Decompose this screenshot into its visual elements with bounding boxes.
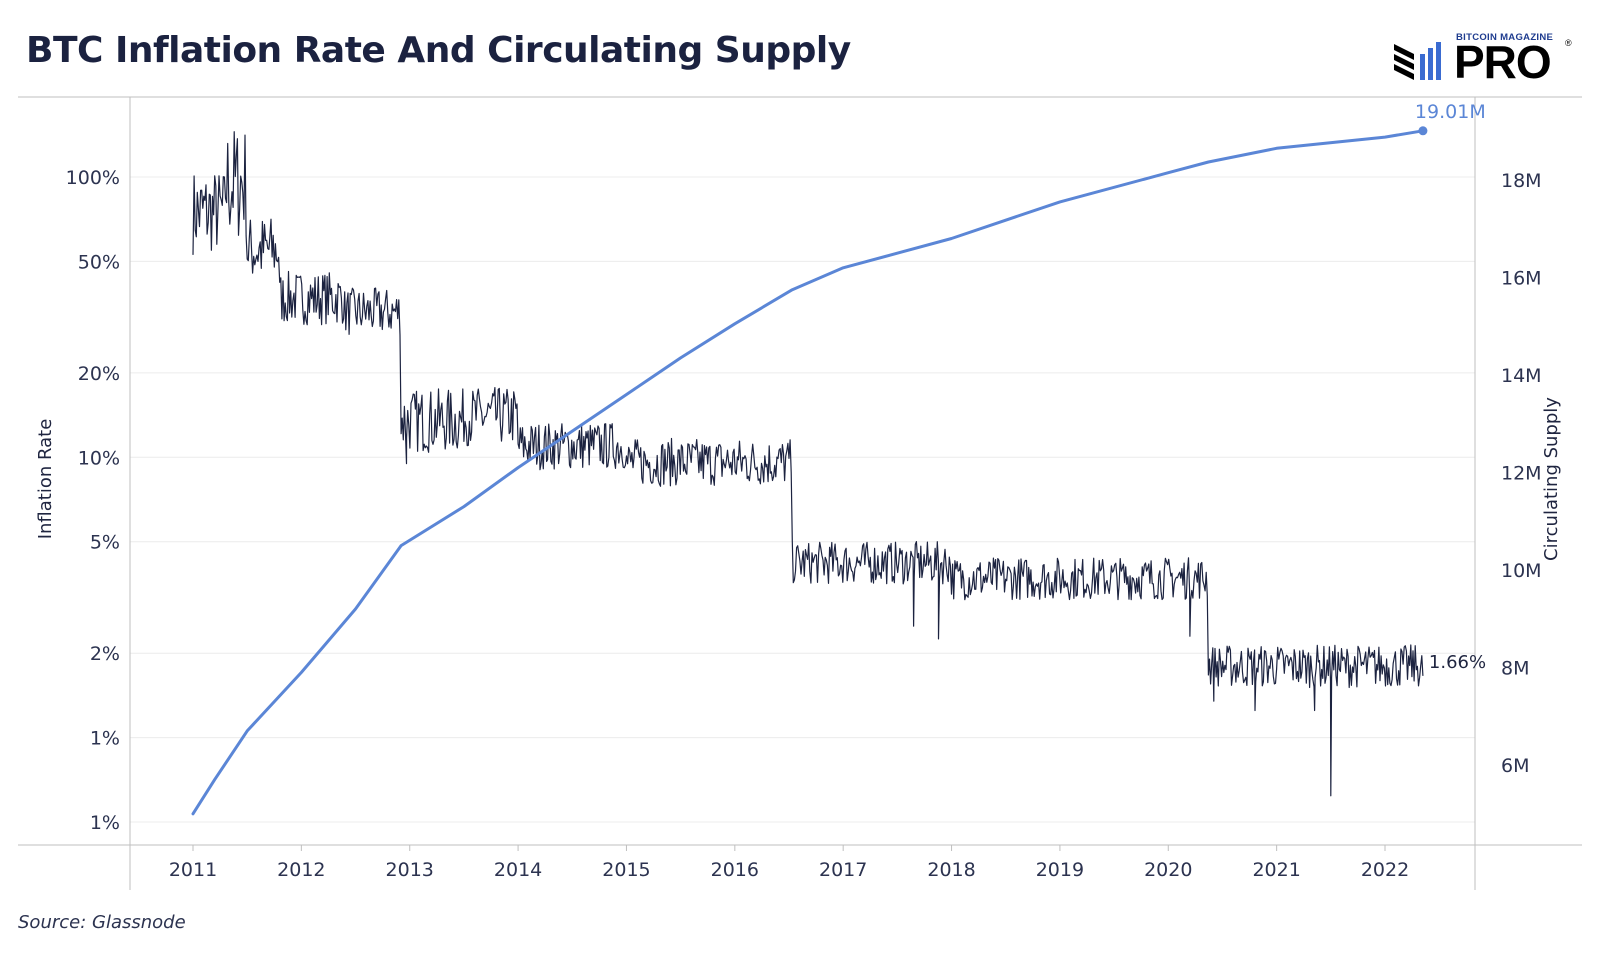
x-tick-label: 2013 (386, 859, 434, 881)
plot-frame (18, 96, 1582, 890)
right-tick-label: 10M (1501, 560, 1542, 582)
left-tick-label: 5% (90, 532, 120, 554)
grid-layer (130, 176, 1475, 823)
right-axis-ticks: 6M 8M 10M 12M 14M 16M 18M (1501, 170, 1542, 777)
x-tick-label: 2015 (602, 859, 650, 881)
x-tick-label: 2016 (711, 859, 759, 881)
x-tick-label: 2017 (819, 859, 867, 881)
circulating-supply-line (191, 129, 1425, 816)
logo-big-text: PRO (1454, 36, 1552, 88)
right-tick-label: 16M (1501, 268, 1542, 290)
left-tick-label: 20% (78, 363, 120, 385)
right-tick-label: 12M (1501, 463, 1542, 485)
logo-small-text: BITCOIN MAGAZINE (1456, 32, 1554, 43)
x-tick-label: 2014 (494, 859, 542, 881)
x-axis-ticks: 2011 2012 2013 2014 2015 2016 2017 2018 2019 2020… (169, 845, 1409, 881)
supply-end-point (1418, 126, 1428, 136)
left-tick-label: 2% (90, 643, 120, 665)
right-tick-label: 18M (1501, 170, 1542, 192)
bitcoin-magazine-pro-logo: BITCOIN MAGAZINE PRO ® (1394, 30, 1574, 86)
right-tick-label: 6M (1501, 755, 1529, 777)
inflation-end-label: 1.66% (1429, 652, 1486, 673)
inflation-rate-line (192, 131, 1424, 797)
chart-title: BTC Inflation Rate And Circulating Suppl… (26, 30, 851, 71)
source-note: Source: Glassnode (18, 912, 186, 933)
x-tick-label: 2011 (169, 859, 217, 881)
x-tick-label: 2019 (1036, 859, 1084, 881)
labels-layer: Inflation Rate Circulating Supply 1.66% 19.… (35, 101, 1562, 673)
x-tick-label: 2012 (277, 859, 325, 881)
series-layer (191, 126, 1428, 816)
right-tick-label: 8M (1501, 658, 1529, 680)
right-axis-title: Circulating Supply (1541, 397, 1562, 561)
left-tick-label: 100% (66, 167, 120, 189)
x-tick-label: 2020 (1144, 859, 1192, 881)
logo-registered-mark: ® (1565, 38, 1572, 48)
right-tick-label: 14M (1501, 365, 1542, 387)
x-tick-label: 2018 (927, 859, 975, 881)
left-axis-ticks: 1% 1% 2% 5% 10% 20% 50% 100% (66, 167, 120, 834)
left-tick-label: 1% (90, 812, 120, 834)
logo-mark-icon (1394, 42, 1441, 80)
left-tick-label: 1% (90, 728, 120, 750)
left-tick-label: 10% (78, 447, 120, 469)
left-axis-title: Inflation Rate (35, 419, 56, 540)
supply-end-label: 19.01M (1415, 101, 1486, 123)
x-tick-label: 2021 (1252, 859, 1300, 881)
left-tick-label: 50% (78, 251, 120, 273)
x-tick-label: 2022 (1361, 859, 1409, 881)
